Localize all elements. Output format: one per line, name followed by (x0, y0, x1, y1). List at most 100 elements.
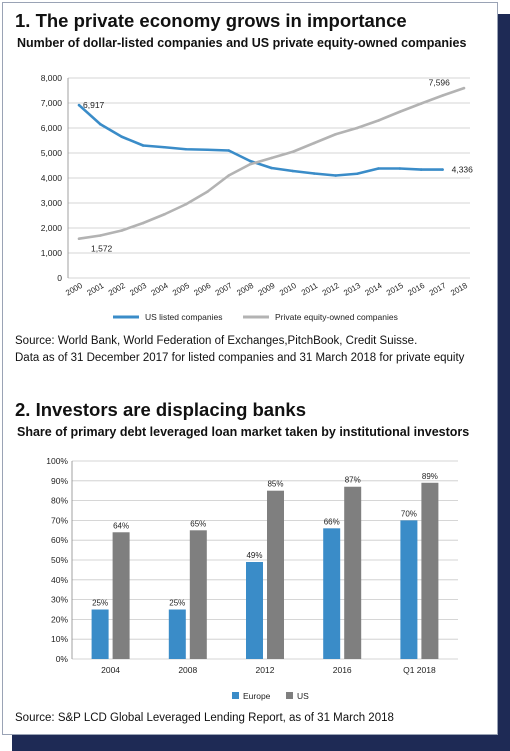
data-point (77, 103, 81, 107)
x-tick-label: 2006 (192, 281, 212, 298)
y-tick-label: 1,000 (41, 248, 63, 258)
y-tick-label: 10% (51, 634, 68, 644)
data-point (163, 145, 166, 149)
x-tick-label: 2004 (101, 665, 120, 675)
data-label: 4,336 (452, 165, 474, 175)
data-point (206, 148, 209, 152)
data-point (334, 132, 337, 136)
y-tick-label: 0% (56, 654, 69, 664)
data-point (184, 202, 188, 206)
series-line-private-equity (78, 86, 465, 240)
data-point (312, 141, 316, 145)
x-tick-label: 2001 (85, 281, 105, 298)
bar-label: 85% (267, 480, 283, 489)
data-point (77, 237, 81, 240)
x-tick-label: 2008 (235, 281, 255, 298)
data-point (462, 86, 466, 90)
data-point (377, 167, 380, 170)
x-tick-label: 2005 (171, 281, 191, 298)
y-tick-label: 4,000 (41, 173, 63, 183)
series-line-listed (78, 104, 443, 177)
y-tick-label: 7,000 (41, 98, 63, 108)
section1-subtitle: Number of dollar-listed companies and US… (17, 36, 467, 50)
bar-label: 25% (92, 599, 108, 608)
section2-source: Source: S&P LCD Global Leveraged Lending… (15, 712, 394, 724)
legend-swatch (286, 692, 293, 699)
data-label: 1,572 (91, 244, 113, 254)
section1-note: Data as of 31 December 2017 for listed c… (15, 352, 465, 364)
bar-europe (246, 561, 263, 659)
y-tick-label: 20% (51, 614, 68, 624)
line-chart: 0 1,000 2,000 3,000 4,000 5,000 6,000 7,000 8,00… (41, 73, 474, 322)
bar-us (421, 482, 439, 659)
data-point (227, 174, 231, 177)
x-tick-label: 2014 (364, 281, 384, 298)
x-tick-label: 2003 (128, 281, 148, 298)
data-point (398, 110, 402, 114)
x-tick-label: 2012 (321, 281, 341, 298)
x-tick-label: 2008 (178, 665, 197, 675)
x-tick-label: 2018 (449, 281, 469, 298)
bar-us (267, 490, 284, 659)
x-tick-label: 2004 (150, 281, 170, 298)
bar-label: 25% (169, 599, 185, 608)
data-point (398, 167, 402, 170)
bar-europe (400, 520, 418, 659)
bar-europe (323, 528, 341, 659)
bar-label: 87% (345, 476, 361, 485)
data-point (312, 172, 316, 175)
y-tick-label: 100% (46, 456, 68, 466)
data-point (355, 172, 359, 176)
y-tick-label: 90% (51, 476, 68, 486)
data-label: 6,917 (83, 100, 105, 110)
data-point (377, 119, 380, 122)
data-point (248, 162, 252, 166)
bar-europe (168, 609, 186, 659)
bar-label: 64% (113, 521, 129, 530)
section1-source: Source: World Bank, World Federation of … (15, 335, 418, 347)
x-tick-label: 2016 (333, 665, 352, 675)
data-point (184, 147, 188, 151)
data-point (441, 168, 444, 171)
y-tick-label: 70% (51, 515, 68, 525)
x-tick-label: 2016 (406, 281, 426, 298)
y-tick-label: 80% (51, 496, 68, 506)
x-tick-label: Q1 2018 (403, 665, 436, 675)
data-point (120, 229, 124, 232)
data-point (141, 144, 145, 147)
bar-label: 66% (324, 517, 340, 526)
x-tick-label: 2015 (385, 281, 405, 298)
infographic-card: 1. The private economy grows in importan… (2, 2, 498, 735)
data-point (248, 159, 252, 163)
y-tick-label: 30% (51, 595, 68, 605)
section2-subtitle: Share of primary debt leveraged loan mar… (17, 425, 470, 439)
bar-label: 65% (190, 519, 206, 528)
x-tick-label: 2010 (278, 281, 298, 298)
x-tick-label: 2017 (428, 281, 448, 298)
data-point (141, 221, 145, 225)
y-tick-label: 2,000 (41, 223, 63, 233)
data-label: 7,596 (429, 78, 451, 88)
data-point (355, 126, 359, 130)
legend-label: US (297, 691, 309, 701)
y-tick-label: 8,000 (41, 73, 63, 83)
bar-label: 89% (422, 472, 438, 481)
data-point (419, 168, 423, 171)
x-tick-label: 2009 (257, 281, 277, 298)
y-tick-label: 0 (57, 273, 62, 283)
bar-label: 70% (401, 509, 417, 518)
section1-title: 1. The private economy grows in importan… (15, 10, 407, 31)
x-tick-label: 2011 (300, 281, 320, 298)
x-tick-label: 2007 (214, 281, 234, 298)
data-point (291, 169, 295, 173)
legend-label: US listed companies (145, 312, 222, 322)
legend-label: Europe (243, 691, 271, 701)
bar-label: 49% (246, 551, 262, 560)
data-point (270, 166, 273, 170)
x-tick-label: 2000 (64, 281, 84, 298)
y-tick-label: 60% (51, 535, 68, 545)
x-tick-label: 2002 (107, 281, 127, 298)
data-point (441, 94, 444, 97)
data-point (163, 212, 166, 216)
data-point (120, 135, 124, 139)
